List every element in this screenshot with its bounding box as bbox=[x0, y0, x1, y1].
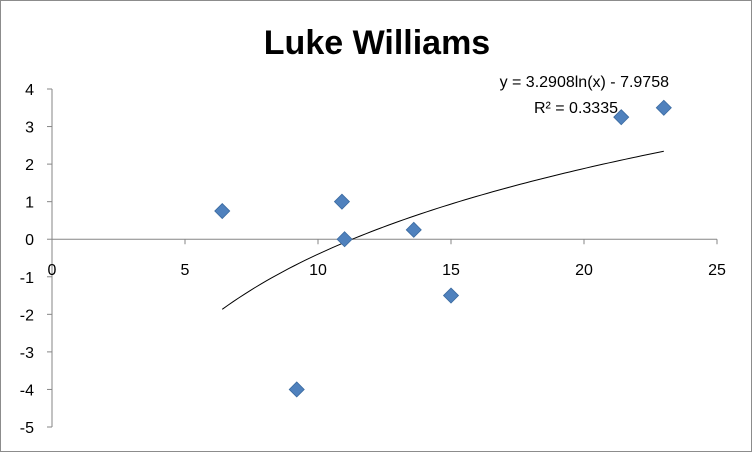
data-points bbox=[214, 99, 672, 398]
x-tick-label: 20 bbox=[575, 262, 593, 279]
y-tick-label: -2 bbox=[20, 307, 34, 324]
y-tick-label: 1 bbox=[25, 195, 34, 212]
x-tick-label: 25 bbox=[708, 262, 726, 279]
x-tick-label: 0 bbox=[48, 262, 57, 279]
x-tick-label: 10 bbox=[309, 262, 327, 279]
data-point bbox=[613, 109, 630, 126]
y-tick-label: 2 bbox=[25, 157, 34, 174]
chart-title: Luke Williams bbox=[264, 24, 490, 62]
data-point bbox=[288, 381, 305, 398]
data-point bbox=[442, 287, 460, 304]
data-point bbox=[336, 231, 353, 248]
data-point bbox=[405, 221, 422, 238]
y-tick-label: 3 bbox=[25, 120, 34, 137]
trendline-equation: y = 3.2908ln(x) - 7.9758 bbox=[500, 74, 670, 91]
data-point bbox=[333, 193, 351, 210]
y-tick-label: 4 bbox=[25, 82, 34, 99]
data-point bbox=[214, 202, 231, 220]
y-tick-label: 0 bbox=[25, 232, 34, 249]
y-tick-label: -5 bbox=[20, 420, 34, 437]
y-tick-label: -4 bbox=[20, 382, 34, 399]
y-tick-label: -3 bbox=[20, 345, 34, 362]
trendline-r-squared: R² = 0.3335 bbox=[534, 100, 618, 117]
trendline bbox=[221, 150, 664, 310]
x-tick-label: 5 bbox=[181, 262, 190, 279]
data-point bbox=[655, 99, 672, 116]
trendline-group bbox=[221, 150, 664, 310]
x-tick-label: 15 bbox=[442, 262, 460, 279]
y-tick-label: -1 bbox=[20, 270, 34, 287]
